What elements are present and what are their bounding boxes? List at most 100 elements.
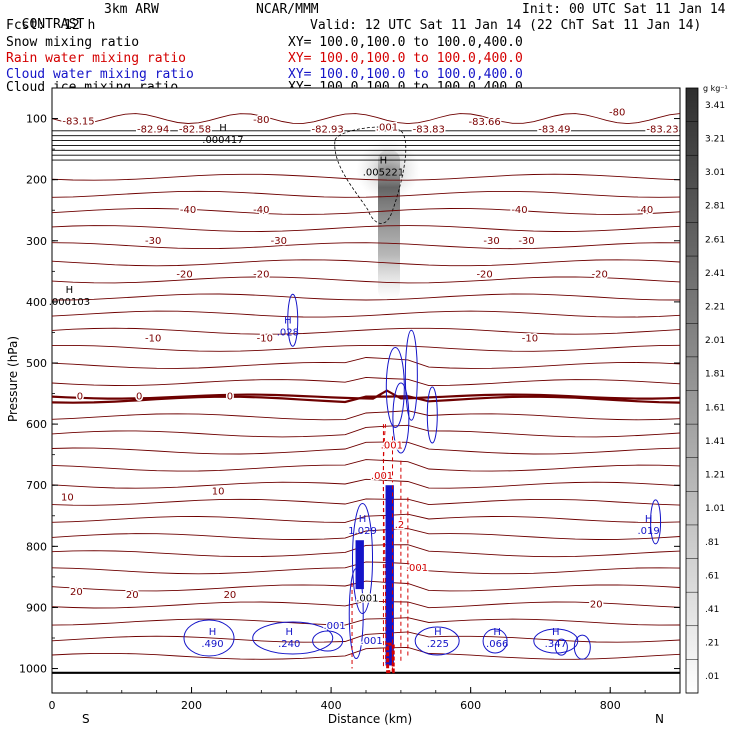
isotherm-line xyxy=(51,410,681,421)
cloudwater-contour xyxy=(287,293,299,347)
colorbar-label: 2.21 xyxy=(705,302,725,312)
isotherm-line xyxy=(51,580,681,592)
isotherm-line xyxy=(51,424,681,438)
colorbar-label: 3.21 xyxy=(705,134,725,144)
colorbar-label: 2.01 xyxy=(705,336,725,346)
maximum-marker: H xyxy=(645,514,653,525)
x-tick-label: 200 xyxy=(181,699,202,712)
isotherm-line xyxy=(51,617,681,626)
cloud-ice-outline xyxy=(334,126,407,224)
isotherm-line xyxy=(52,344,681,352)
maximum-value: .028 xyxy=(277,327,299,338)
x-tick-label: 400 xyxy=(321,699,342,712)
colorbar-label: .61 xyxy=(705,571,719,581)
contour-label: .001 xyxy=(381,441,403,452)
temperature-label: -82.93 xyxy=(311,125,343,136)
valid-time: Valid: 12 UTC Sat 11 Jan 14 (22 ChT Sat … xyxy=(310,18,702,33)
temperature-label: -10 xyxy=(522,334,538,345)
model-name: 3km ARW xyxy=(104,2,159,17)
isotherm-line xyxy=(51,327,681,335)
temperature-label: -83.49 xyxy=(538,125,570,136)
temperature-label: 20 xyxy=(70,587,83,598)
maximum-value: .000417 xyxy=(202,135,243,146)
temperature-label: -82.58 xyxy=(179,125,211,136)
cloudwater-contour xyxy=(404,329,418,421)
temperature-label: -10 xyxy=(145,334,161,345)
isotherm-line xyxy=(51,600,681,609)
colorbar-label: 2.41 xyxy=(705,269,725,279)
colorbar-label: .41 xyxy=(705,605,719,615)
temperature-label: -80 xyxy=(253,115,269,126)
isotherm-line xyxy=(51,376,681,387)
isotherm-line xyxy=(51,259,681,267)
y-tick-label: 100 xyxy=(26,113,47,126)
org-name: NCAR/MMM xyxy=(256,2,319,17)
isotherm-line xyxy=(51,478,681,489)
contour-label: .2 xyxy=(395,520,405,531)
maximum-value: .066 xyxy=(486,639,508,650)
contour-label: .001 xyxy=(323,621,345,632)
legend-snow-xy: XY= 100.0,100.0 to 100.0,400.0 xyxy=(288,35,523,50)
cloudwater-contour xyxy=(183,619,235,657)
isotherm-line xyxy=(51,293,681,301)
y-tick-label: 500 xyxy=(26,357,47,370)
fcst-value: 12 h xyxy=(64,18,96,33)
temperature-label: 10 xyxy=(61,492,74,503)
cloudwater-contour xyxy=(414,626,460,656)
contour-label: .001 xyxy=(360,636,382,647)
init-time: Init: 00 UTC Sat 11 Jan 14 xyxy=(522,2,726,17)
temperature-label: -82.94 xyxy=(137,125,169,136)
temperature-label: -83.23 xyxy=(646,125,678,136)
colorbar-unit: g kg⁻¹ xyxy=(703,84,728,93)
isotherm-line xyxy=(51,276,681,284)
temperature-label: -30 xyxy=(483,236,499,247)
x-axis-right-end: N xyxy=(655,712,664,726)
colorbar-label: .81 xyxy=(705,538,719,548)
y-tick-label: 200 xyxy=(26,174,47,187)
x-axis-title: Distance (km) xyxy=(327,712,413,726)
maximum-value: .347 xyxy=(545,639,567,650)
colorbar-label: 1.81 xyxy=(705,370,725,380)
temperature-label: -83.66 xyxy=(468,117,500,128)
cloudwater-contour xyxy=(352,503,374,615)
cloudwater-contour xyxy=(482,628,508,654)
colorbar-label: 1.21 xyxy=(705,471,725,481)
isotherm-line xyxy=(51,561,681,575)
contour-label: .001 xyxy=(371,471,393,482)
maximum-value: .490 xyxy=(201,639,223,650)
maximum-value: .225 xyxy=(427,639,449,650)
temperature-label: -83.15 xyxy=(62,117,94,128)
y-axis-title: Pressure (hPa) xyxy=(6,335,20,423)
isotherm-line xyxy=(51,173,681,181)
freezing-isotherm xyxy=(51,389,681,400)
isotherm-line xyxy=(51,544,681,558)
cloudwater-contour xyxy=(533,628,579,654)
isotherm-line xyxy=(51,513,681,523)
temperature-label: -80 xyxy=(609,107,625,118)
legend-cloudwater-xy: XY= 100.0,100.0 to 100.0,400.0 xyxy=(288,67,523,82)
cloudwater-contour xyxy=(252,621,334,655)
temperature-label: -40 xyxy=(637,205,653,216)
x-tick-label: 800 xyxy=(600,699,621,712)
isotherm-line xyxy=(51,225,681,232)
maximum-marker: H xyxy=(284,315,292,326)
isotherm-line xyxy=(51,242,681,250)
isotherm-line xyxy=(51,459,681,472)
colorbar-label: 1.61 xyxy=(705,403,725,413)
cloudwater-contour xyxy=(554,638,568,656)
temperature-label: 20 xyxy=(590,599,603,610)
program-name: CONTRAST xyxy=(21,17,85,32)
maximum-marker: H xyxy=(66,285,74,296)
x-axis-left-end: S xyxy=(82,712,90,726)
temperature-label: -20 xyxy=(176,269,192,280)
legend-cloudwater-label: Cloud water mixing ratio xyxy=(6,67,194,82)
temperature-label: .001 xyxy=(376,123,398,134)
tropopause-contour xyxy=(51,113,681,125)
temperature-label: -30 xyxy=(518,236,534,247)
maximum-marker: H xyxy=(434,627,442,638)
temperature-label: -20 xyxy=(592,269,608,280)
temperature-label: -40 xyxy=(511,205,527,216)
colorbar-label: 1.01 xyxy=(705,504,725,514)
cloudwater-contour xyxy=(392,382,410,454)
isotherm-line xyxy=(51,208,681,215)
